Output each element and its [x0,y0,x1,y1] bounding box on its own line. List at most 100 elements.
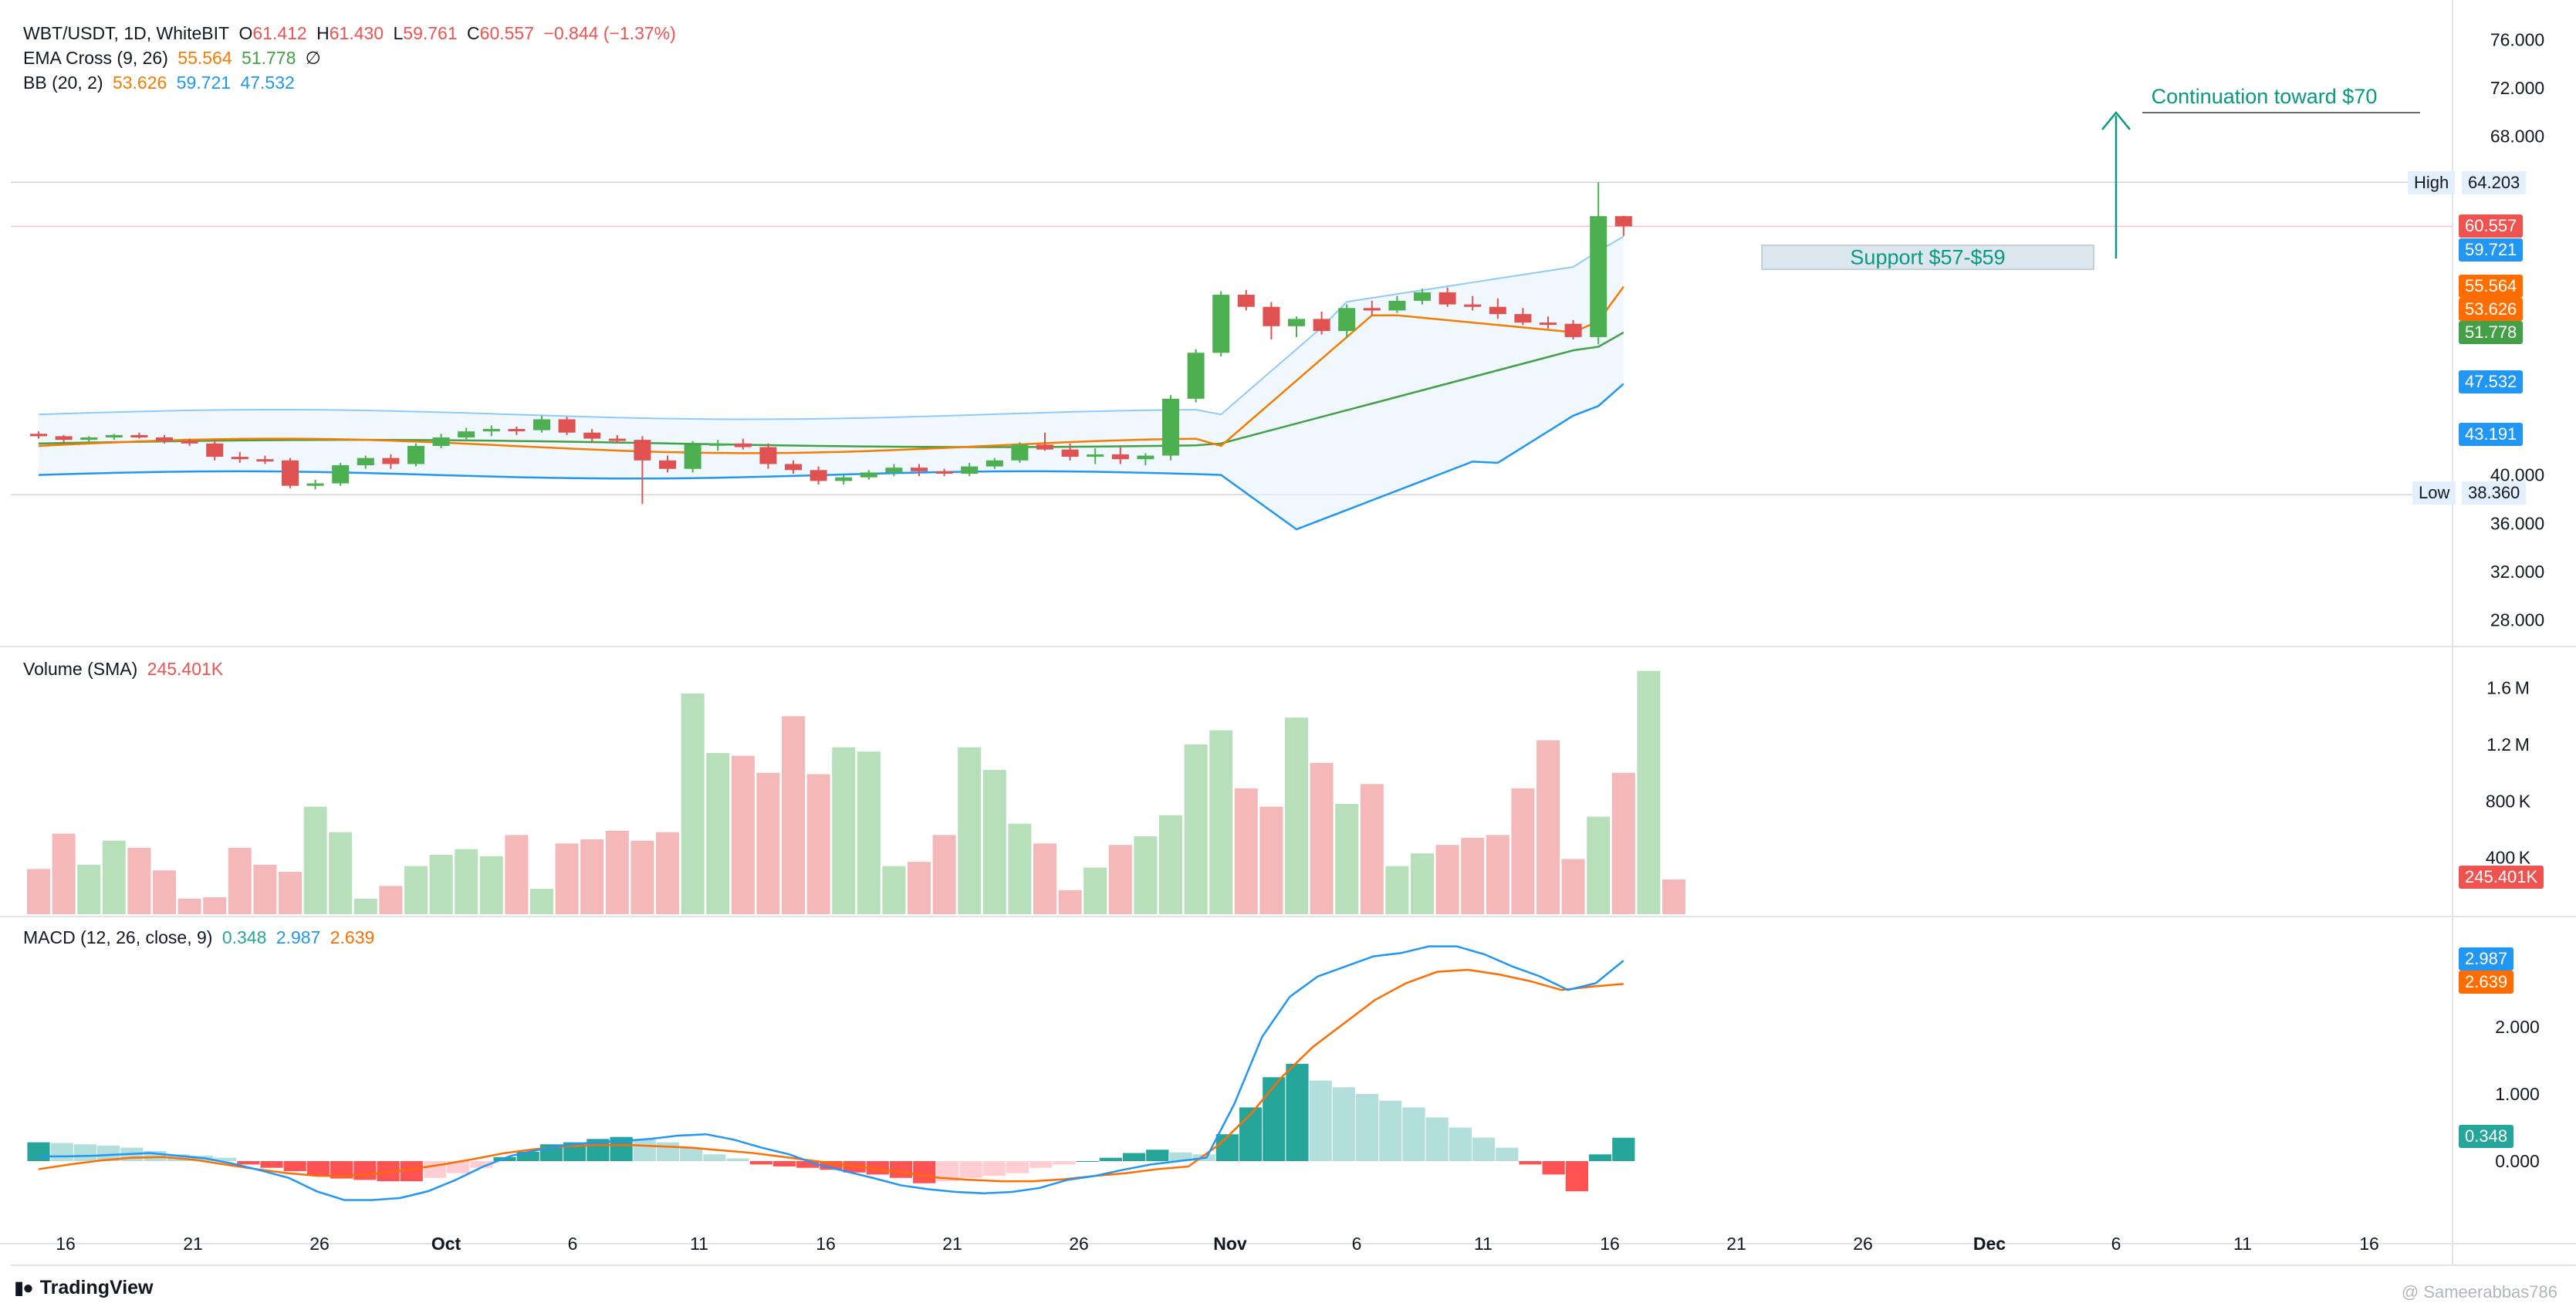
candle-body [1313,319,1330,332]
high-value: 61.430 [329,23,384,43]
candle-body [1590,216,1607,337]
macd-legend[interactable]: MACD (12, 26, close, 9) 0.348 2.987 2.63… [23,926,379,949]
macd-hist-bar [1588,1154,1612,1161]
volume-bar [404,866,428,914]
volume-bar [1486,835,1509,914]
time-axis-label: 11 [1474,1234,1493,1254]
candle-body [1036,444,1053,450]
change-value: −0.844 (−1.37%) [543,23,676,43]
time-axis-label: 11 [690,1234,708,1254]
volume-bar [153,870,176,914]
volume-bar [1209,730,1233,914]
volume-bar [1611,772,1635,914]
volume-bar [1511,788,1535,914]
candle-body [533,419,550,430]
high-marker-value: 64.203 [2462,171,2527,194]
macd-hist-bar [796,1161,820,1168]
price-axis-label: 36.000 [2490,513,2544,533]
macd-hist-bar [97,1145,120,1161]
volume-bar [1159,815,1182,914]
ema-legend[interactable]: EMA Cross (9, 26) 55.564 51.778 ∅ [23,46,326,69]
volume-bar [756,772,780,914]
candle-body [810,470,827,481]
candle-body [1363,308,1381,311]
price-tag-bb-lower: 47.532 [2459,370,2524,393]
macd-hist-bar [703,1154,726,1161]
candle-body [1438,292,1456,305]
macd-hist-bar [27,1142,50,1161]
candle-body [55,436,73,441]
macd-hist-bar [656,1142,680,1161]
time-axis-label: 21 [1726,1234,1746,1254]
macd-hist-bar [1215,1134,1239,1161]
low-marker-label: Low [2412,481,2456,505]
volume-bar [1134,836,1158,914]
volume-bar [127,847,151,914]
candle-body [282,460,299,486]
candle-body [130,434,148,437]
time-axis-label: 16 [2359,1234,2379,1254]
price-axis-label: 28.000 [2490,610,2544,630]
volume-bar [630,840,654,914]
macd-hist-bar [237,1161,260,1165]
ema-slow-line [38,331,1624,448]
volume-bar [455,849,478,914]
volume-bar [731,755,755,914]
bb-fill [39,236,1624,530]
candle-body [1011,444,1029,461]
time-axis-label: 21 [942,1234,962,1254]
macd-axis-label: 2.000 [2495,1017,2540,1037]
candle-body [1540,322,1557,326]
time-axis-label: 6 [2111,1234,2121,1254]
volume-bar [782,716,805,914]
time-axis-label: 26 [1069,1234,1089,1254]
ema-fast-line [38,285,1624,454]
symbol-legend[interactable]: WBT/USDT, 1D, WhiteBIT O61.412 H61.430 L… [23,22,681,45]
macd-hist-bar [633,1139,656,1161]
time-axis-label: 26 [1853,1234,1873,1254]
volume-bar [1411,853,1434,914]
support-label: Support $57-$59 [1850,245,2005,268]
volume-legend[interactable]: Volume (SMA) 245.401K [23,657,228,680]
bb-upper-value: 59.721 [176,73,232,93]
volume-tag: 245.401K [2459,866,2544,889]
candle-body [759,447,777,464]
low-marker-value: 38.360 [2462,481,2527,505]
volume-bar [102,840,126,914]
candle-body [206,443,224,457]
tradingview-logo[interactable]: ▮● TradingView [14,1277,154,1299]
candle-body [156,437,173,441]
candle-body [911,468,928,471]
price-axis-label: 68.000 [2490,127,2544,147]
ema-slow-value: 51.778 [242,48,296,68]
macd-hist-bar [470,1161,493,1168]
volume-bar [1561,859,1585,914]
visibility-icon[interactable]: ∅ [305,48,321,68]
macd-hist-bar [283,1161,306,1172]
macd-hist-bar [260,1161,283,1168]
time-axis-label: 26 [309,1234,330,1254]
macd-hist-bar [400,1161,423,1182]
candle-body [709,443,727,446]
time-axis-label: 6 [1352,1234,1362,1254]
macd-hist-bar [306,1161,330,1177]
volume-bar [77,864,101,914]
volume-bar [27,869,50,914]
symbol-title: WBT/USDT, 1D, WhiteBIT [23,23,230,43]
macd-hist-bar [726,1158,749,1161]
ema-fast-value: 55.564 [177,48,232,68]
candle-body [558,419,576,433]
macd-hist-bar [1519,1161,1542,1165]
volume-bar [1461,838,1485,914]
volume-bar [429,855,453,914]
volume-bar [177,898,201,914]
candle-body [860,472,877,478]
bb-legend[interactable]: BB (20, 2) 53.626 59.721 47.532 [23,71,299,94]
volume-bar [1083,867,1107,914]
macd-hist-bar [1309,1080,1332,1161]
candle-body [407,445,424,464]
price-tag-other: 43.191 [2459,423,2524,446]
volume-bar [379,886,403,914]
